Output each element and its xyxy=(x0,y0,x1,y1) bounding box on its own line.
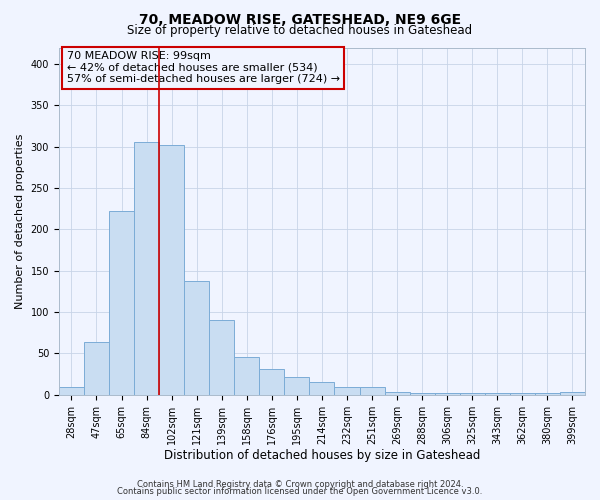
Bar xyxy=(59,388,84,395)
X-axis label: Distribution of detached houses by size in Gateshead: Distribution of detached houses by size … xyxy=(164,450,480,462)
Bar xyxy=(209,320,234,395)
Bar xyxy=(560,392,585,395)
Bar xyxy=(134,142,159,395)
Text: Size of property relative to detached houses in Gateshead: Size of property relative to detached ho… xyxy=(127,24,473,37)
Bar xyxy=(184,280,209,395)
Bar xyxy=(510,393,535,395)
Bar xyxy=(159,145,184,395)
Bar xyxy=(485,393,510,395)
Bar xyxy=(385,392,410,395)
Text: Contains HM Land Registry data © Crown copyright and database right 2024.: Contains HM Land Registry data © Crown c… xyxy=(137,480,463,489)
Bar xyxy=(109,211,134,395)
Bar xyxy=(359,388,385,395)
Text: 70, MEADOW RISE, GATESHEAD, NE9 6GE: 70, MEADOW RISE, GATESHEAD, NE9 6GE xyxy=(139,12,461,26)
Bar xyxy=(259,369,284,395)
Bar xyxy=(460,393,485,395)
Y-axis label: Number of detached properties: Number of detached properties xyxy=(15,134,25,309)
Bar xyxy=(234,357,259,395)
Text: 70 MEADOW RISE: 99sqm
← 42% of detached houses are smaller (534)
57% of semi-det: 70 MEADOW RISE: 99sqm ← 42% of detached … xyxy=(67,51,340,84)
Bar xyxy=(310,382,334,395)
Bar xyxy=(434,393,460,395)
Bar xyxy=(410,393,434,395)
Text: Contains public sector information licensed under the Open Government Licence v3: Contains public sector information licen… xyxy=(118,487,482,496)
Bar xyxy=(284,378,310,395)
Bar xyxy=(334,386,359,395)
Bar xyxy=(84,342,109,395)
Bar xyxy=(535,393,560,395)
